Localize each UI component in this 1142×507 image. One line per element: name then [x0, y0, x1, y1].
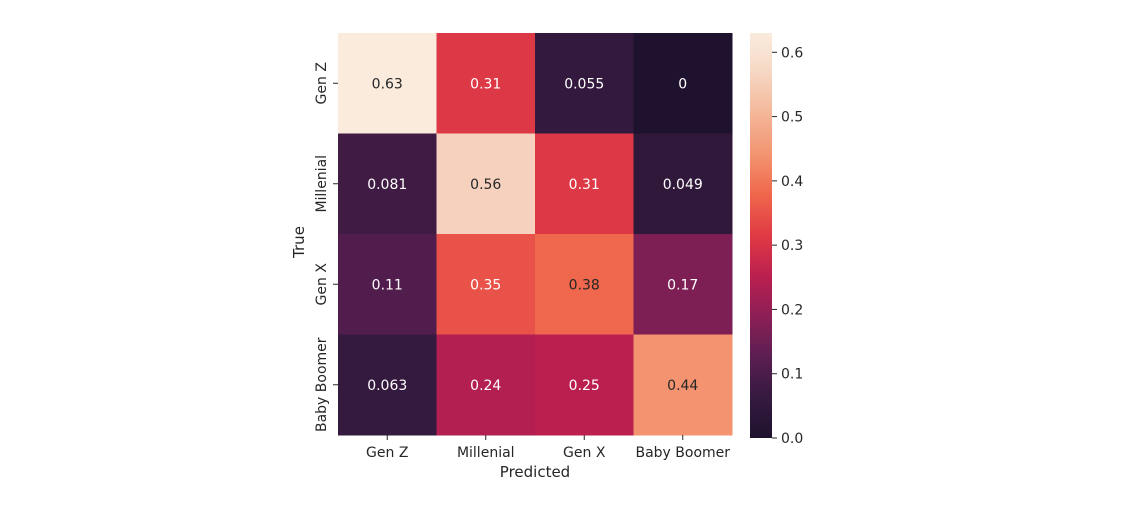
heatmap-cell-r1-c1 [436, 133, 536, 235]
y-tick-label-2: Gen X [314, 263, 330, 306]
colorbar-tick-label-1: 0.1 [781, 367, 803, 383]
cell-value-label-r3-c0: 0.063 [367, 378, 407, 394]
heatmap-cell-r2-c2 [535, 234, 634, 335]
y-tick-label-3: Baby Boomer [314, 337, 330, 432]
heatmap-cells [338, 33, 733, 436]
cell-value-label-r2-c1: 0.35 [470, 277, 501, 293]
cell-value-label-r1-c3: 0.049 [663, 177, 703, 193]
heatmap-cell-r1-c0 [338, 133, 437, 235]
heatmap-cell-r1-c2 [535, 133, 634, 235]
heatmap-cell-r0-c3 [633, 33, 733, 134]
heatmap-cell-r3-c2 [535, 334, 634, 436]
cell-value-label-r3-c2: 0.25 [569, 378, 600, 394]
colorbar-tick-label-3: 0.3 [781, 238, 803, 254]
heatmap-cell-r2-c3 [633, 234, 733, 335]
heatmap-cell-r0-c0 [338, 33, 437, 134]
colorbar-tick-label-6: 0.6 [781, 45, 803, 61]
cell-value-label-r3-c1: 0.24 [470, 378, 501, 394]
cell-value-label-r1-c0: 0.081 [367, 177, 407, 193]
heatmap-cell-r3-c0 [338, 334, 437, 436]
heatmap-cell-labels: 0.63 0.31 0.055 0 0.081 0.56 0.31 0.049 0.11 0.35… [367, 76, 703, 394]
colorbar-tick-label-0: 0.0 [781, 431, 803, 447]
x-tick-label-3: Baby Boomer [635, 445, 730, 461]
cell-value-label-r1-c1: 0.56 [470, 177, 501, 193]
x-tick-label-1: Millenial [457, 445, 515, 461]
x-tick-label-0: Gen Z [366, 445, 408, 461]
colorbar-tick-label-2: 0.2 [781, 302, 803, 318]
heatmap-cell-r0-c2 [535, 33, 634, 134]
colorbar-ticks: 0.0 0.1 0.2 0.3 0.4 0.5 0.6 [772, 45, 803, 447]
heatmap-cell-r2-c0 [338, 234, 437, 335]
y-axis: Gen Z Millenial Gen X Baby Boomer [314, 62, 338, 432]
x-axis: Gen Z Millenial Gen X Baby Boomer [366, 435, 730, 461]
x-axis-label: Predicted [500, 463, 570, 481]
y-tick-label-1: Millenial [314, 155, 330, 213]
heatmap-cell-r3-c1 [436, 334, 536, 436]
heatmap-cell-r2-c1 [436, 234, 536, 335]
cell-value-label-r0-c0: 0.63 [372, 76, 403, 92]
heatmap-cell-r1-c3 [633, 133, 733, 235]
cell-value-label-r0-c3: 0 [678, 76, 687, 92]
cell-value-label-r2-c2: 0.38 [569, 277, 600, 293]
x-tick-label-2: Gen X [563, 445, 606, 461]
cell-value-label-r0-c2: 0.055 [564, 76, 604, 92]
cell-value-label-r2-c3: 0.17 [667, 277, 698, 293]
cell-value-label-r1-c2: 0.31 [569, 177, 600, 193]
colorbar: 0.0 0.1 0.2 0.3 0.4 0.5 0.6 [750, 33, 803, 447]
colorbar-tick-label-4: 0.4 [781, 174, 803, 190]
cell-value-label-r2-c0: 0.11 [372, 277, 403, 293]
colorbar-gradient [750, 33, 772, 438]
cell-value-label-r3-c3: 0.44 [667, 378, 698, 394]
colorbar-tick-label-5: 0.5 [781, 110, 803, 126]
y-tick-label-0: Gen Z [314, 62, 330, 104]
heatmap-cell-r0-c1 [436, 33, 536, 134]
y-axis-label: True [290, 226, 308, 259]
heatmap-cell-r3-c3 [633, 334, 733, 436]
cell-value-label-r0-c1: 0.31 [470, 76, 501, 92]
